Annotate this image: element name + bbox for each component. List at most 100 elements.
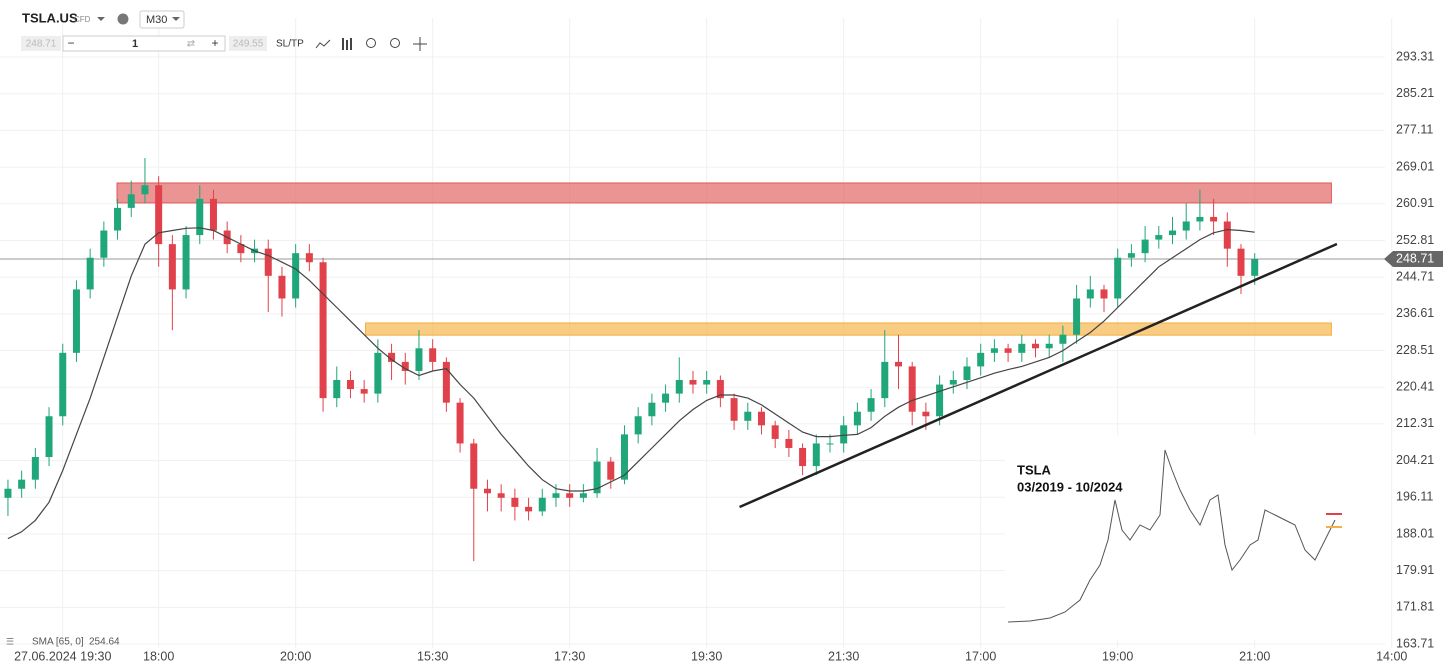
candle-body [470, 443, 478, 489]
zone [116, 182, 1332, 204]
candle-body [333, 380, 341, 399]
candle-body [689, 380, 697, 385]
candle-body [634, 416, 642, 435]
candle-body [977, 352, 985, 367]
candle-body [1182, 221, 1190, 231]
candle-body [374, 352, 382, 394]
candle-body [593, 461, 601, 494]
candle-body [237, 244, 245, 254]
inset-title: TSLA [1017, 462, 1052, 477]
zone [365, 322, 1332, 336]
candle-body [360, 389, 368, 394]
inset-line [1007, 449, 1336, 623]
ask[interactable]: 249.55 [233, 39, 264, 50]
x-tick-label: 20:00 [280, 649, 311, 663]
candle-body [319, 262, 327, 399]
candle-body [922, 411, 930, 417]
candle-body [703, 380, 711, 385]
price-tag-label: 248.71 [1396, 251, 1434, 265]
candle-body [31, 457, 39, 480]
sma-line [7, 227, 1255, 540]
plus-button[interactable]: + [211, 36, 218, 50]
candle-body [990, 348, 998, 353]
line-tool[interactable] [315, 39, 331, 49]
candle-body [620, 434, 628, 480]
timeframe-dropdown[interactable] [172, 17, 180, 21]
candle-body [908, 366, 916, 412]
candle-body [168, 244, 176, 290]
candle-body [45, 416, 53, 458]
x-tick-label: 19:30 [691, 649, 722, 663]
candle-body [538, 497, 546, 512]
plot: 293.31 285.21 277.11 269.01 260.91 252.81 244.… [0, 18, 1434, 663]
candle-body [757, 411, 765, 426]
candle-body [4, 488, 12, 498]
ask-box[interactable] [229, 36, 267, 51]
candle-body [1251, 259, 1259, 276]
candle-body [59, 352, 67, 417]
candle-body [936, 384, 944, 417]
candle-body [278, 275, 286, 299]
menu-icon[interactable]: ☰ [6, 636, 14, 646]
symbol[interactable]: TSLA.US [22, 10, 78, 25]
candle-body [525, 506, 533, 512]
y-tick-label: 228.51 [1396, 343, 1434, 357]
x-tick-label: 17:30 [554, 649, 585, 663]
candle-body [1073, 298, 1081, 335]
candle-body [1031, 343, 1039, 349]
candle-body [18, 479, 26, 489]
x-tick-label: 15:30 [417, 649, 448, 663]
candle-body [785, 438, 793, 448]
symbol-dropdown[interactable] [97, 17, 105, 21]
x-tick-label: 14:00 [1376, 649, 1407, 663]
swap-icon[interactable]: ⇄ [187, 39, 195, 50]
candle-body [1004, 348, 1012, 353]
minus-button[interactable]: − [67, 36, 74, 50]
zoom-in[interactable] [390, 38, 400, 48]
zoom-out[interactable] [366, 38, 376, 48]
y-tick-label: 188.01 [1396, 526, 1434, 540]
candle-body [209, 198, 217, 231]
x-tick-label: 27.06.2024 19:30 [14, 649, 111, 663]
bid[interactable]: 248.71 [26, 39, 57, 50]
candle-body [1237, 248, 1245, 276]
candle-body [429, 348, 437, 362]
candle-body [483, 488, 491, 494]
candle-body [963, 366, 971, 381]
y-tick-label: 212.31 [1396, 416, 1434, 430]
candle-body [456, 402, 464, 444]
x-tick-label: 17:00 [965, 649, 996, 663]
candle-body [1127, 253, 1135, 258]
instrument-kind: CFD [74, 15, 91, 24]
candle-body [1114, 257, 1122, 299]
candle-tool[interactable] [342, 38, 352, 50]
sma-value: 254.64 [89, 637, 120, 648]
y-tick-label: 236.61 [1396, 306, 1434, 320]
candle-body [415, 348, 423, 371]
y-tick-label: 260.91 [1396, 196, 1434, 210]
y-tick-label: 252.81 [1396, 233, 1434, 247]
quantity[interactable]: 1 [132, 38, 138, 50]
pan-tool[interactable] [413, 37, 427, 51]
sltp[interactable]: SL/TP [276, 39, 304, 50]
bid-box[interactable] [21, 36, 61, 51]
candle-body [1045, 343, 1053, 349]
info-icon[interactable] [117, 13, 129, 25]
y-tick-label: 179.91 [1396, 563, 1434, 577]
x-tick-label: 18:00 [143, 649, 174, 663]
toolbar: TSLA.US CFD M30 248.71 − 1 ⇄ + 249.55 SL… [21, 10, 427, 52]
candle-body [867, 398, 875, 412]
candle-body [648, 402, 656, 417]
candle-body [840, 425, 848, 444]
timeframe-box[interactable] [139, 10, 185, 29]
candle-body [86, 257, 94, 290]
y-tick-label: 285.21 [1396, 86, 1434, 100]
candle-body [196, 198, 204, 236]
y-tick-label: 204.21 [1396, 453, 1434, 467]
timeframe[interactable]: M30 [146, 14, 167, 26]
candle-body [894, 361, 902, 367]
candle-body [292, 253, 300, 299]
candle-body [442, 361, 450, 403]
inset-frame [1005, 435, 1385, 640]
